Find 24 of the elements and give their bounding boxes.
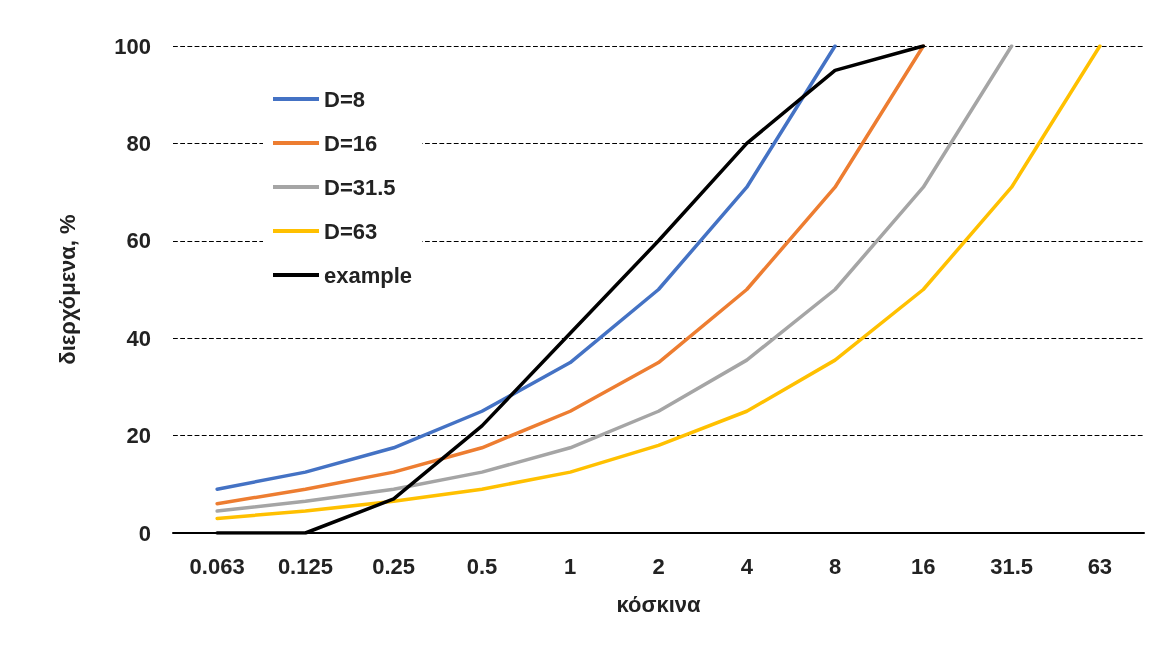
y-axis-title: διερχόμενα, % bbox=[54, 214, 80, 365]
x-tick-label: 0.125 bbox=[277, 553, 333, 579]
x-tick-label: 1 bbox=[564, 553, 577, 579]
x-tick-label: 0.063 bbox=[189, 553, 245, 579]
x-tick-label: 8 bbox=[828, 553, 842, 579]
x-tick-label: 0.5 bbox=[466, 553, 498, 579]
x-tick-label: 31.5 bbox=[990, 553, 1033, 579]
y-tick-label: 20 bbox=[126, 423, 151, 449]
y-tick-label: 0 bbox=[138, 520, 151, 546]
y-tick-label: 60 bbox=[126, 228, 151, 254]
legend-label: D=16 bbox=[324, 130, 378, 156]
legend-label: D=63 bbox=[324, 218, 378, 244]
y-tick-label: 100 bbox=[114, 33, 151, 59]
x-tick-label: 0.25 bbox=[372, 553, 416, 579]
legend-label: D=8 bbox=[324, 86, 365, 112]
legend-label: example bbox=[324, 262, 413, 288]
x-tick-label: 4 bbox=[740, 553, 754, 579]
x-tick-label: 63 bbox=[1087, 553, 1113, 579]
y-tick-label: 80 bbox=[126, 130, 151, 156]
legend-label: D=31.5 bbox=[324, 174, 396, 200]
y-tick-label: 40 bbox=[126, 325, 151, 351]
x-axis-title: κόσκινα bbox=[616, 591, 702, 617]
x-tick-label: 2 bbox=[652, 553, 665, 579]
x-tick-label: 16 bbox=[911, 553, 936, 579]
